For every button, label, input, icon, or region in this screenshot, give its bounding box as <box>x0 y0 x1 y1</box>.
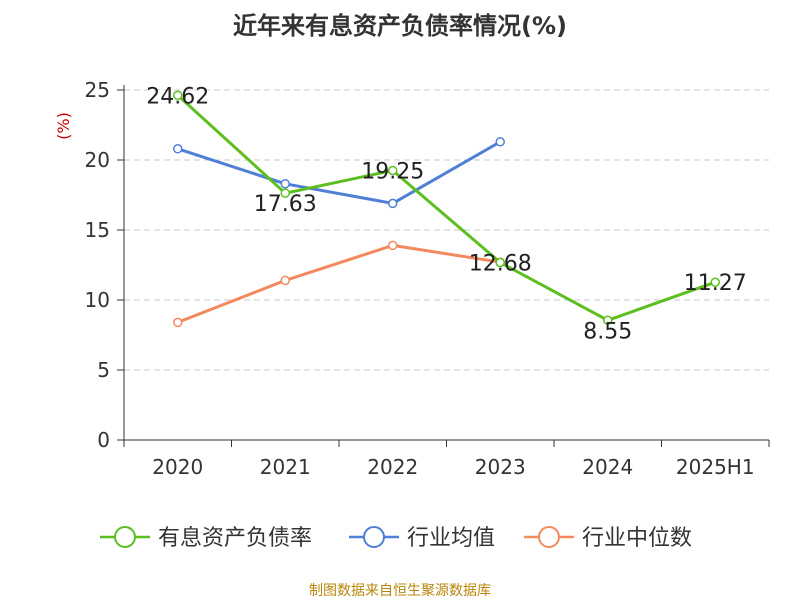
series-lines <box>173 90 720 328</box>
chart-title: 近年来有息资产负债率情况(%) <box>233 12 567 40</box>
data-point <box>388 240 398 251</box>
y-tick-label: 0 <box>97 428 110 452</box>
x-tick-label: 2025H1 <box>676 455 755 479</box>
data-point <box>710 277 720 287</box>
y-tick-label: 25 <box>85 78 110 102</box>
data-point <box>388 165 398 176</box>
y-axis-label: (%) <box>54 112 73 140</box>
data-point <box>280 188 290 198</box>
legend-label: 行业中位数 <box>582 526 692 551</box>
data-label: 19.25 <box>361 160 424 185</box>
data-point <box>173 144 183 154</box>
x-tick-label: 2020 <box>152 455 203 479</box>
legend-marker-icon <box>363 526 385 548</box>
y-tick-label: 20 <box>85 148 110 172</box>
data-labels: 24.62 17.63 19.25 12.68 8.55 11.27 <box>146 84 746 344</box>
data-label: 12.68 <box>469 251 532 276</box>
data-point <box>173 90 183 101</box>
data-point <box>603 315 613 326</box>
source-note: 制图数据来自恒生聚源数据库 <box>309 583 491 599</box>
data-point <box>495 257 505 268</box>
legend-marker-icon <box>114 526 136 548</box>
data-point <box>495 137 505 147</box>
legend-label: 有息资产负债率 <box>158 526 312 551</box>
series-line <box>176 94 716 322</box>
y-tick-label: 5 <box>97 358 110 382</box>
data-label: 24.62 <box>146 84 209 109</box>
legend-marker-icon <box>538 526 560 548</box>
data-label: 17.63 <box>254 192 317 217</box>
legend: 有息资产负债率 行业均值 行业中位数 <box>100 526 692 551</box>
y-tick-label: 10 <box>85 288 110 312</box>
x-tick-label: 2022 <box>367 455 418 479</box>
data-label: 8.55 <box>583 319 632 344</box>
x-tick-label: 2024 <box>582 455 633 479</box>
data-point <box>388 198 398 209</box>
data-point <box>280 275 290 286</box>
x-tick-label: 2021 <box>260 455 311 479</box>
data-point <box>173 317 183 328</box>
y-tick-label: 15 <box>85 218 110 242</box>
grid-lines <box>124 89 769 371</box>
data-label: 11.27 <box>684 271 747 296</box>
axes: 0 5 10 15 20 25 2020 2021 2022 2023 2024 2025H1 (%) <box>54 78 770 479</box>
data-point <box>280 179 290 189</box>
x-tick-label: 2023 <box>475 455 526 479</box>
series-line <box>177 243 501 324</box>
series-line <box>177 140 501 205</box>
legend-label: 行业均值 <box>407 526 495 551</box>
